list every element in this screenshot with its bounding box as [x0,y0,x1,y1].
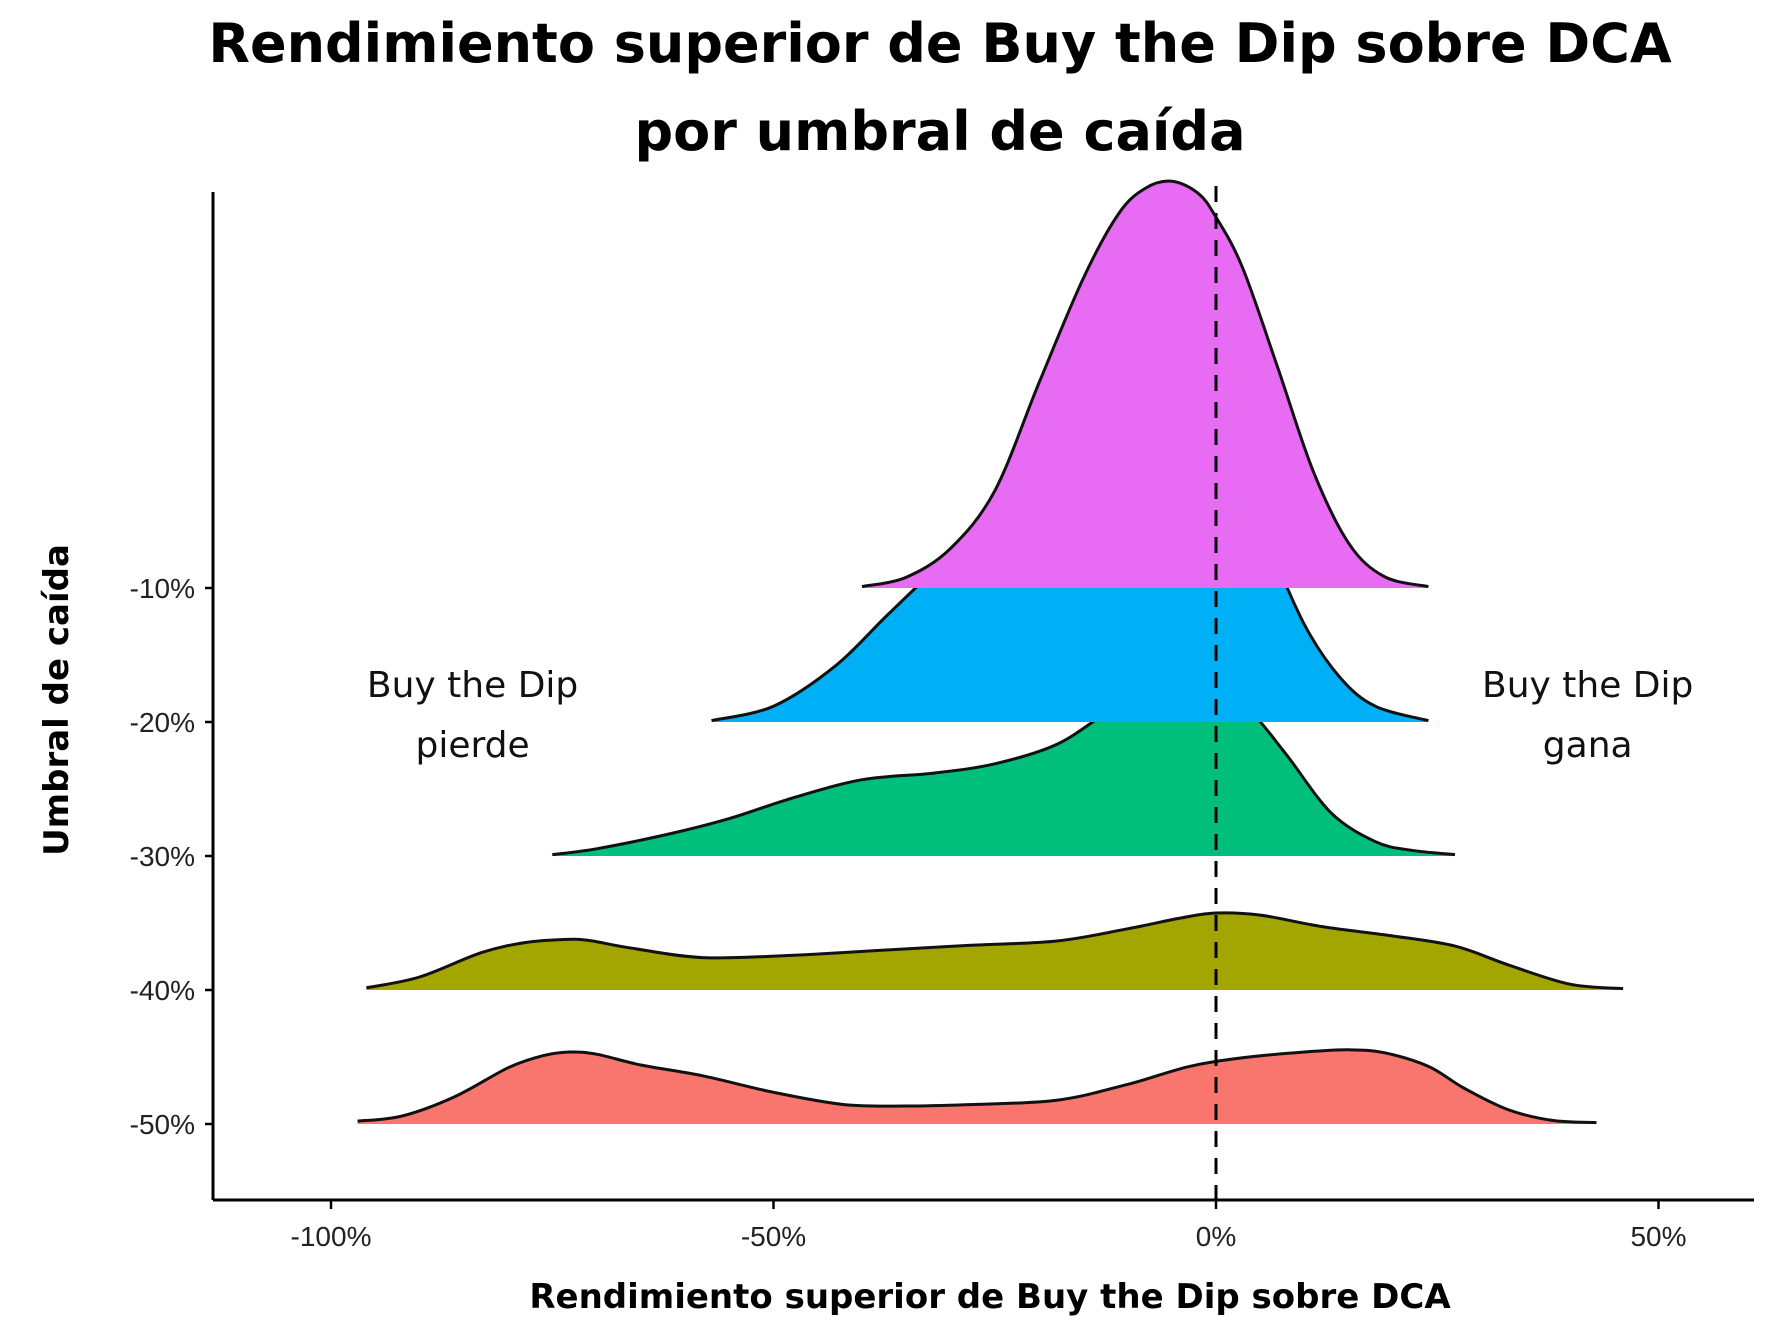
y-tick-label: -50% [130,1109,195,1140]
annotation-1: Buy the Dip pierde [367,665,578,766]
annotation-2: Buy the Dip gana [1482,665,1693,766]
ridge-fill-3 [552,679,1455,856]
x-tick-label: 50% [1630,1221,1686,1252]
x-tick-label: -50% [741,1221,806,1252]
ridge-outline-2 [366,911,1624,991]
y-tick-label: -20% [130,707,195,738]
annotations: Buy the Dip pierde Buy the Dip gana [367,665,1693,766]
ridge-outline-1 [357,1048,1597,1125]
y-tick-label: -10% [130,573,195,604]
x-axis-ticks: -100% -50% 0% 50% [291,1200,1687,1252]
y-axis-title: Umbral de caída [37,544,77,856]
chart-title-line-1: Rendimiento superior de Buy the Dip sobr… [208,12,1671,75]
x-tick-label: 0% [1196,1221,1236,1252]
y-axis-ticks: -50% -40% -30% -20% -10% [130,573,213,1140]
ridge-fill-5 [862,181,1429,588]
density-ridges [357,179,1624,1125]
x-axis-title: Rendimiento superior de Buy the Dip sobr… [529,1277,1451,1317]
ridge-fill-1 [357,1049,1597,1124]
ridge-fill-2 [366,912,1624,990]
y-tick-label: -30% [130,841,195,872]
x-tick-label: -100% [291,1221,372,1252]
ridge-outline-5 [861,179,1429,589]
chart-title-line-2: por umbral de caída [634,100,1245,163]
y-tick-label: -40% [130,975,195,1006]
